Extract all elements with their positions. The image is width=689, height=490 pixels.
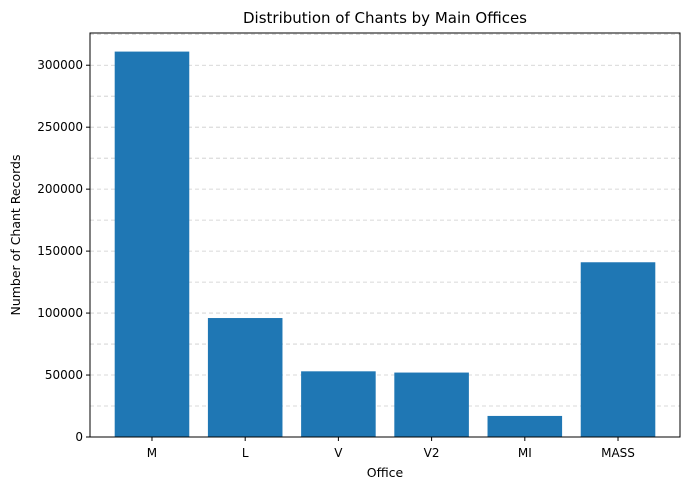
bar-l [207, 318, 283, 437]
x-tick-label: M [147, 446, 157, 460]
x-axis-label: Office [367, 465, 404, 480]
y-tick-label: 50000 [45, 368, 83, 382]
bar-m [114, 51, 190, 437]
x-tick-label: V [334, 446, 343, 460]
y-axis-ticks: 0 50000 100000 150000 200000 250000 300000 [37, 58, 90, 444]
bar-v [301, 371, 376, 437]
x-tick-label: L [242, 446, 249, 460]
chart-title: Distribution of Chants by Main Offices [243, 9, 527, 27]
bar-v2 [394, 372, 469, 437]
x-axis-ticks: M L V V2 MI MASS [147, 437, 635, 460]
y-tick-label: 0 [75, 430, 83, 444]
y-axis-label: Number of Chant Records [8, 154, 23, 315]
y-tick-label: 300000 [37, 58, 83, 72]
x-tick-label: V2 [424, 446, 440, 460]
bar-mi [487, 415, 563, 437]
bars [114, 51, 656, 437]
x-tick-label: MASS [601, 446, 635, 460]
y-tick-label: 200000 [37, 182, 83, 196]
bar-mass [580, 262, 656, 437]
x-tick-label: MI [518, 446, 532, 460]
plot-frame [89, 32, 681, 438]
y-tick-label: 100000 [37, 306, 83, 320]
y-tick-label: 250000 [37, 120, 83, 134]
y-tick-label: 150000 [37, 244, 83, 258]
